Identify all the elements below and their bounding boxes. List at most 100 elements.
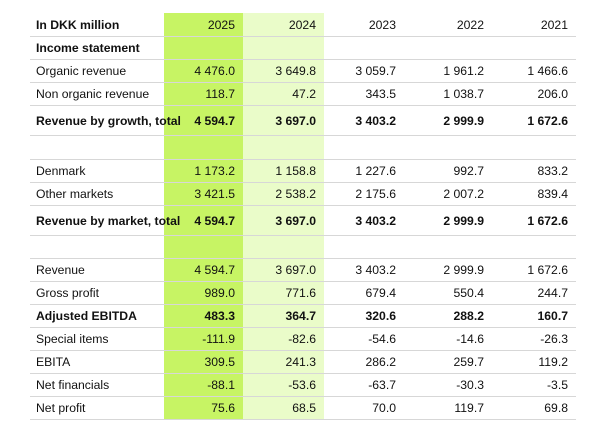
- value-cell: [164, 36, 243, 60]
- row-label: Gross profit: [30, 281, 164, 305]
- value-cell: 839.4: [492, 182, 576, 206]
- value-cell: -54.6: [324, 327, 404, 351]
- value-cell: 483.3: [164, 304, 243, 328]
- value-cell: 550.4: [404, 281, 492, 305]
- value-cell: 286.2: [324, 350, 404, 374]
- row-label: Non organic revenue: [30, 82, 164, 106]
- row-label: Organic revenue: [30, 59, 164, 83]
- value-cell: 244.7: [492, 281, 576, 305]
- year-2025-header: 2025: [164, 13, 243, 37]
- spacer-cell: [30, 135, 164, 160]
- value-cell: [324, 36, 404, 60]
- value-cell: 309.5: [164, 350, 243, 374]
- value-cell: 1 038.7: [404, 82, 492, 106]
- value-cell: 2 538.2: [243, 182, 324, 206]
- value-cell: 992.7: [404, 159, 492, 183]
- value-cell: -30.3: [404, 373, 492, 397]
- row-label: Net profit: [30, 396, 164, 420]
- spacer-row: [30, 235, 576, 259]
- value-cell: 4 594.7: [164, 105, 243, 136]
- year-2022-header: 2022: [404, 13, 492, 37]
- section-title-row: Income statement: [30, 36, 576, 60]
- value-cell: [243, 36, 324, 60]
- table-row: EBITA 309.5 241.3 286.2 259.7 119.2: [30, 350, 576, 374]
- value-cell: 1 466.6: [492, 59, 576, 83]
- unit-label: In DKK million: [30, 13, 164, 37]
- table-row: Adjusted EBITDA 483.3 364.7 320.6 288.2 160.7: [30, 304, 576, 328]
- value-cell: 241.3: [243, 350, 324, 374]
- value-cell: 288.2: [404, 304, 492, 328]
- spacer-cell: [404, 135, 492, 160]
- value-cell: -88.1: [164, 373, 243, 397]
- value-cell: 1 961.2: [404, 59, 492, 83]
- spacer-cell: [492, 135, 576, 160]
- value-cell: 118.7: [164, 82, 243, 106]
- row-label: Revenue by growth, total: [30, 105, 181, 136]
- value-cell: 2 999.9: [404, 105, 492, 136]
- value-cell: 119.7: [404, 396, 492, 420]
- table-row: Non organic revenue 118.7 47.2 343.5 1 038.7…: [30, 82, 576, 106]
- table-row: Net financials -88.1 -53.6 -63.7 -30.3 -3.5: [30, 373, 576, 397]
- value-cell: 1 158.8: [243, 159, 324, 183]
- value-cell: 3 697.0: [243, 205, 324, 236]
- value-cell: -53.6: [243, 373, 324, 397]
- table-row: Gross profit 989.0 771.6 679.4 550.4 244.7: [30, 281, 576, 305]
- row-label: EBITA: [30, 350, 164, 374]
- value-cell: 3 697.0: [243, 258, 324, 282]
- value-cell: [404, 36, 492, 60]
- value-cell: 3 649.8: [243, 59, 324, 83]
- value-cell: 1 672.6: [492, 258, 576, 282]
- financial-highlights-table: In DKK million 2025 2024 2023 2022 2021 …: [30, 13, 576, 420]
- spacer-cell: [404, 235, 492, 259]
- spacer-cell: [243, 235, 324, 259]
- value-cell: 3 059.7: [324, 59, 404, 83]
- value-cell: 70.0: [324, 396, 404, 420]
- value-cell: -111.9: [164, 327, 243, 351]
- value-cell: 833.2: [492, 159, 576, 183]
- value-cell: 3 697.0: [243, 105, 324, 136]
- row-label: Denmark: [30, 159, 164, 183]
- value-cell: -63.7: [324, 373, 404, 397]
- value-cell: [492, 36, 576, 60]
- value-cell: -82.6: [243, 327, 324, 351]
- value-cell: 2 175.6: [324, 182, 404, 206]
- value-cell: 47.2: [243, 82, 324, 106]
- table-row: Other markets 3 421.5 2 538.2 2 175.6 2 007.…: [30, 182, 576, 206]
- value-cell: 69.8: [492, 396, 576, 420]
- row-label: Income statement: [30, 36, 164, 60]
- row-label: Net financials: [30, 373, 164, 397]
- row-label: Revenue: [30, 258, 164, 282]
- table-body: In DKK million 2025 2024 2023 2022 2021 …: [30, 13, 576, 420]
- value-cell: 75.6: [164, 396, 243, 420]
- value-cell: 1 672.6: [492, 105, 576, 136]
- year-2023-header: 2023: [324, 13, 404, 37]
- spacer-cell: [492, 235, 576, 259]
- value-cell: -26.3: [492, 327, 576, 351]
- value-cell: 3 421.5: [164, 182, 243, 206]
- spacer-cell: [164, 235, 243, 259]
- value-cell: 1 227.6: [324, 159, 404, 183]
- value-cell: 206.0: [492, 82, 576, 106]
- spacer-cell: [30, 235, 164, 259]
- value-cell: 320.6: [324, 304, 404, 328]
- header-row: In DKK million 2025 2024 2023 2022 2021: [30, 13, 576, 37]
- value-cell: 68.5: [243, 396, 324, 420]
- table-row: Organic revenue 4 476.0 3 649.8 3 059.7 1 96…: [30, 59, 576, 83]
- value-cell: 119.2: [492, 350, 576, 374]
- value-cell: 4 476.0: [164, 59, 243, 83]
- total-row: Revenue by growth, total 4 594.7 3 697.0 3 …: [30, 105, 576, 136]
- value-cell: 2 999.9: [404, 258, 492, 282]
- value-cell: 4 594.7: [164, 205, 243, 236]
- table-row: Net profit 75.6 68.5 70.0 119.7 69.8: [30, 396, 576, 420]
- value-cell: 160.7: [492, 304, 576, 328]
- value-cell: 1 173.2: [164, 159, 243, 183]
- row-label: Adjusted EBITDA: [30, 304, 164, 328]
- value-cell: 771.6: [243, 281, 324, 305]
- year-2024-header: 2024: [243, 13, 324, 37]
- value-cell: 4 594.7: [164, 258, 243, 282]
- value-cell: 989.0: [164, 281, 243, 305]
- value-cell: 2 999.9: [404, 205, 492, 236]
- total-row: Revenue by market, total 4 594.7 3 697.0 3 …: [30, 205, 576, 236]
- row-label: Revenue by market, total: [30, 205, 180, 236]
- spacer-cell: [324, 235, 404, 259]
